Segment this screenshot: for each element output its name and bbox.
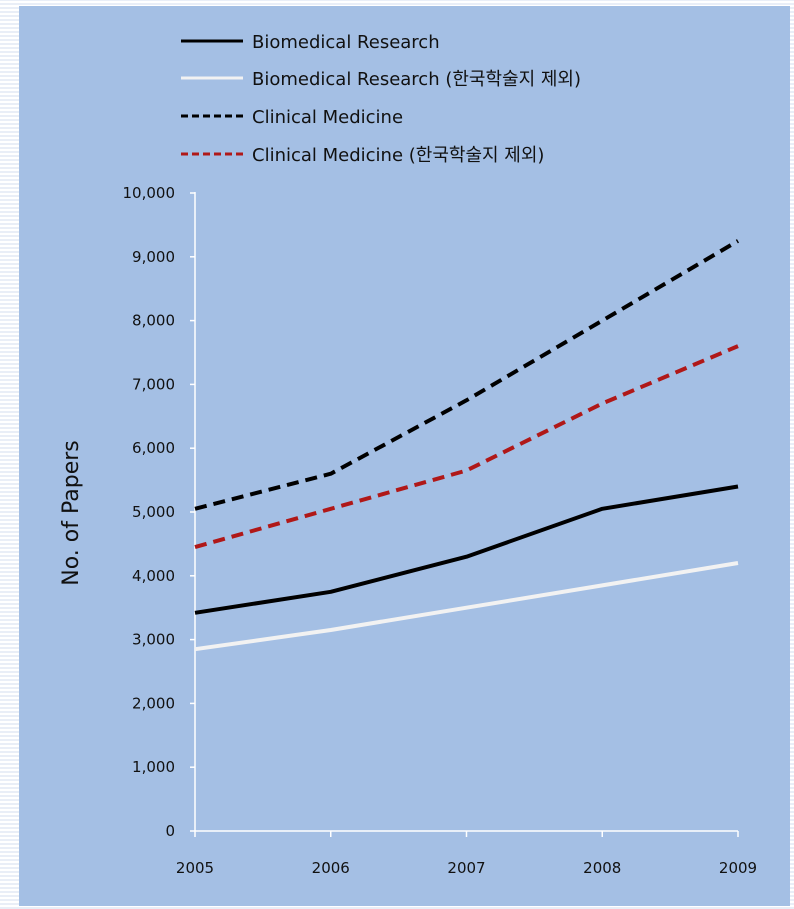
legend-label-3: Clinical Medicine bbox=[252, 107, 403, 128]
x-tick-label: 2008 bbox=[583, 859, 621, 877]
series-lines bbox=[194, 239, 740, 652]
y-axis-ticks: 0 1,000 2,000 3,000 4,000 5,000 6,000 7,000 8,00… bbox=[123, 184, 195, 840]
legend-label-1: Biomedical Research bbox=[252, 32, 440, 53]
series-line-4 bbox=[194, 344, 739, 550]
y-tick-label: 10,000 bbox=[123, 184, 176, 202]
x-tick-label: 2007 bbox=[447, 859, 485, 877]
y-tick-label: 3,000 bbox=[132, 631, 175, 649]
legend: Biomedical Research Biomedical Research (… bbox=[181, 32, 581, 166]
y-tick-label: 7,000 bbox=[132, 375, 175, 393]
x-tick-label: 2005 bbox=[176, 859, 214, 877]
x-axis-ticks: 2005 2006 2007 2008 2009 bbox=[176, 831, 757, 877]
y-tick-label: 2,000 bbox=[132, 694, 175, 712]
y-tick-label: 9,000 bbox=[132, 248, 175, 266]
legend-label-2: Biomedical Research (한국학술지 제외) bbox=[252, 69, 581, 90]
chart-panel bbox=[19, 6, 790, 906]
x-tick-label: 2006 bbox=[312, 859, 350, 877]
y-tick-label: 1,000 bbox=[132, 758, 175, 776]
y-tick-label: 8,000 bbox=[132, 312, 175, 330]
series-line-2 bbox=[194, 561, 739, 652]
x-tick-label: 2009 bbox=[719, 859, 757, 877]
y-tick-label: 0 bbox=[165, 822, 175, 840]
y-tick-label: 5,000 bbox=[132, 503, 175, 521]
series-line-3 bbox=[194, 239, 740, 511]
y-axis-title: No. of Papers bbox=[59, 440, 84, 585]
series-line-1 bbox=[194, 484, 739, 615]
y-tick-label: 6,000 bbox=[132, 439, 175, 457]
y-tick-label: 4,000 bbox=[132, 567, 175, 585]
legend-label-4: Clinical Medicine (한국학술지 제외) bbox=[252, 145, 544, 166]
